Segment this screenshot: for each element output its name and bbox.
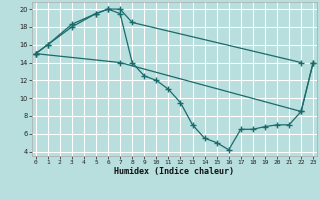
X-axis label: Humidex (Indice chaleur): Humidex (Indice chaleur) [115, 167, 234, 176]
